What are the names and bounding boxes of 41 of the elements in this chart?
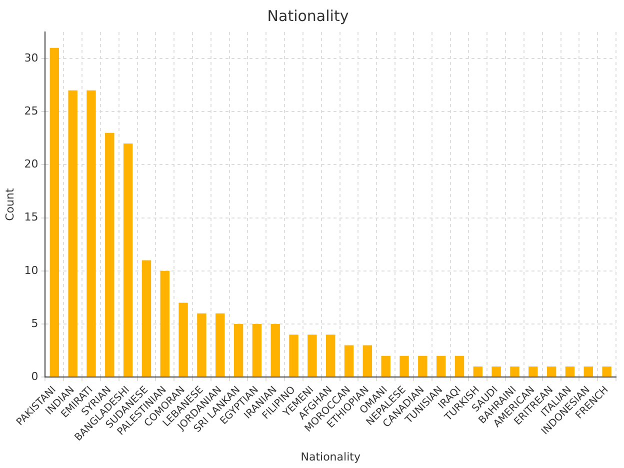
bar bbox=[528, 366, 538, 377]
bar bbox=[602, 366, 612, 377]
bar bbox=[270, 324, 280, 377]
bar bbox=[289, 334, 298, 377]
bar bbox=[418, 356, 428, 377]
y-tick-label: 0 bbox=[31, 370, 38, 383]
bar bbox=[344, 345, 354, 377]
bar bbox=[473, 366, 483, 377]
x-axis-title: Nationality bbox=[300, 450, 361, 464]
bar bbox=[252, 324, 262, 377]
bar bbox=[400, 356, 409, 377]
bar bbox=[86, 90, 96, 377]
bar bbox=[123, 144, 133, 377]
y-tick-label: 30 bbox=[24, 51, 38, 64]
chart-title: Nationality bbox=[267, 6, 349, 25]
y-tick-label: 10 bbox=[24, 264, 38, 277]
bar bbox=[68, 90, 78, 377]
bar bbox=[50, 48, 60, 377]
bar bbox=[436, 356, 446, 377]
y-tick-label: 20 bbox=[24, 158, 38, 171]
bar bbox=[362, 345, 372, 377]
bar bbox=[584, 366, 593, 377]
bar bbox=[565, 366, 575, 377]
y-axis-title: Count bbox=[3, 188, 16, 221]
bar bbox=[326, 334, 336, 377]
bar bbox=[197, 313, 206, 377]
bar bbox=[160, 270, 170, 377]
y-tick-label: 5 bbox=[31, 316, 38, 330]
bar bbox=[546, 366, 556, 377]
bar bbox=[142, 260, 152, 377]
y-tick-label: 25 bbox=[24, 104, 38, 118]
bar bbox=[381, 356, 390, 377]
bar bbox=[216, 313, 225, 377]
bar bbox=[510, 366, 520, 377]
bar bbox=[178, 302, 188, 377]
bar bbox=[234, 324, 244, 377]
bar bbox=[105, 132, 114, 377]
y-tick-label: 15 bbox=[24, 210, 38, 224]
bar bbox=[454, 356, 464, 377]
bar bbox=[492, 366, 501, 377]
bar bbox=[308, 334, 317, 377]
